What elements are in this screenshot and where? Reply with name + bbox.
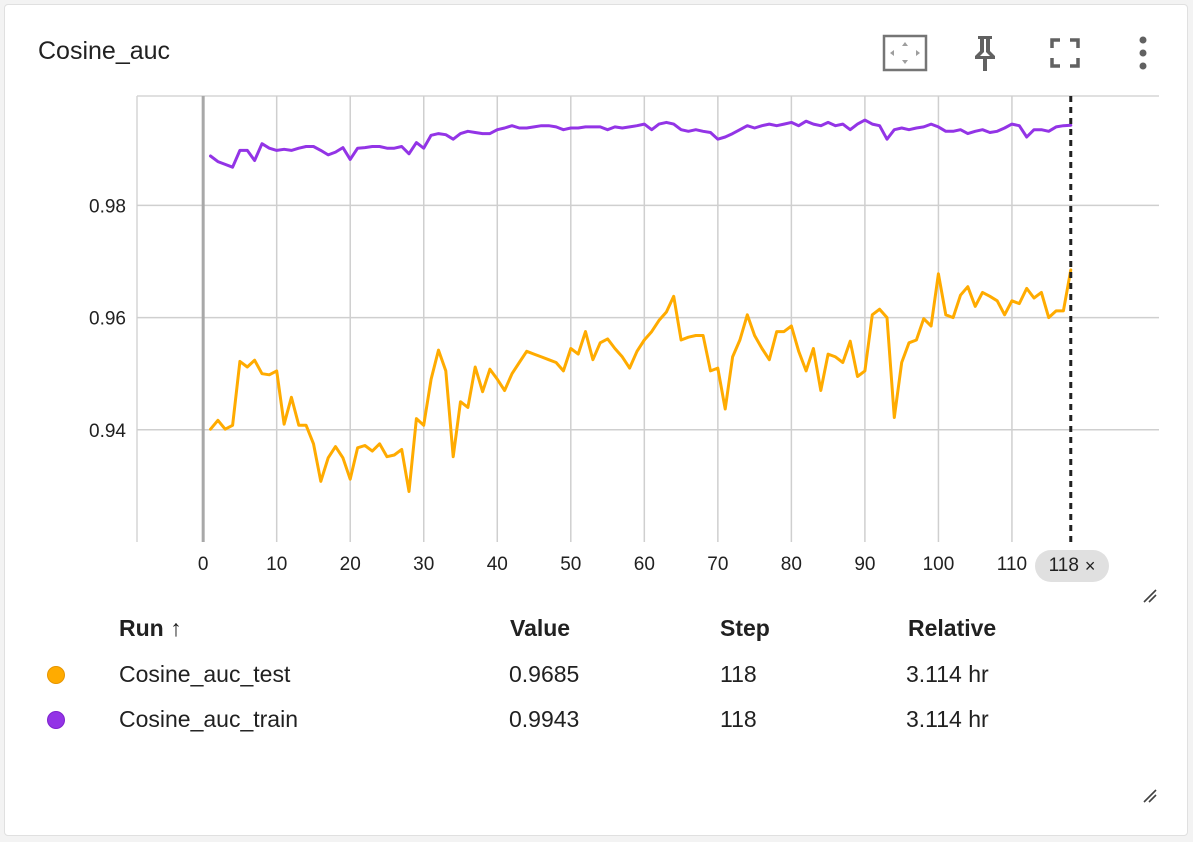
card-title: Cosine_auc	[38, 37, 171, 65]
line-chart[interactable]: 0.94 0.96 0.98 0 10 20 30 40 50 60 70 80 90 100 110	[0, 0, 1193, 600]
y-tick-label: 0.94	[89, 421, 126, 442]
run-color-dot	[47, 666, 65, 684]
x-tick-label: 70	[707, 554, 728, 575]
step-chip[interactable]: 118 ×	[1035, 550, 1109, 582]
run-value: 0.9685	[509, 661, 580, 687]
x-tick-label: 0	[198, 554, 209, 575]
resize-handle-icon[interactable]	[1142, 588, 1158, 604]
series-line-Cosine_auc_test	[209, 268, 1073, 493]
header-step[interactable]: Step	[720, 615, 770, 641]
x-tick-label: 20	[340, 554, 361, 575]
fit-domain-button[interactable]	[881, 29, 929, 77]
x-tick-label: 80	[781, 554, 802, 575]
header-run[interactable]: Run ↑	[119, 615, 182, 641]
more-vert-icon	[1139, 36, 1147, 70]
x-tick-label: 100	[923, 554, 955, 575]
pin-icon	[975, 36, 995, 71]
run-step: 118	[720, 706, 757, 732]
series-line-Cosine_auc_train	[209, 118, 1073, 169]
x-tick-label: 60	[634, 554, 655, 575]
run-relative: 3.114 hr	[906, 661, 989, 687]
x-tick-label: 10	[266, 554, 287, 575]
step-chip-label: 118	[1048, 555, 1079, 576]
more-options-button[interactable]	[1119, 29, 1167, 77]
resize-handle-icon[interactable]	[1142, 788, 1158, 804]
x-tick-label: 40	[487, 554, 508, 575]
header-relative[interactable]: Relative	[908, 615, 997, 641]
run-value: 0.9943	[509, 706, 580, 732]
header-value[interactable]: Value	[510, 615, 571, 641]
y-tick-label: 0.98	[89, 196, 126, 217]
run-name: Cosine_auc_test	[119, 661, 291, 687]
scalar-card: Cosine_auc	[4, 4, 1188, 836]
fit-domain-icon	[882, 34, 928, 72]
y-tick-label: 0.96	[89, 309, 126, 330]
grid-lines	[136, 95, 1159, 542]
pin-button[interactable]	[961, 29, 1009, 77]
x-axis: 0 10 20 30 40 50 60 70 80 90 100 110	[198, 554, 1027, 575]
run-step: 118	[720, 661, 757, 687]
series-layer	[209, 96, 1073, 542]
x-tick-label: 50	[560, 554, 581, 575]
y-axis: 0.94 0.96 0.98	[89, 196, 126, 441]
fullscreen-button[interactable]	[1041, 29, 1089, 77]
run-name: Cosine_auc_train	[119, 706, 299, 732]
x-tick-label: 110	[997, 554, 1027, 575]
fullscreen-icon	[1050, 38, 1080, 68]
run-color-dot	[47, 711, 65, 729]
x-tick-label: 30	[413, 554, 434, 575]
close-icon[interactable]: ×	[1084, 555, 1096, 576]
x-tick-label: 90	[854, 554, 875, 575]
run-relative: 3.114 hr	[906, 706, 989, 732]
